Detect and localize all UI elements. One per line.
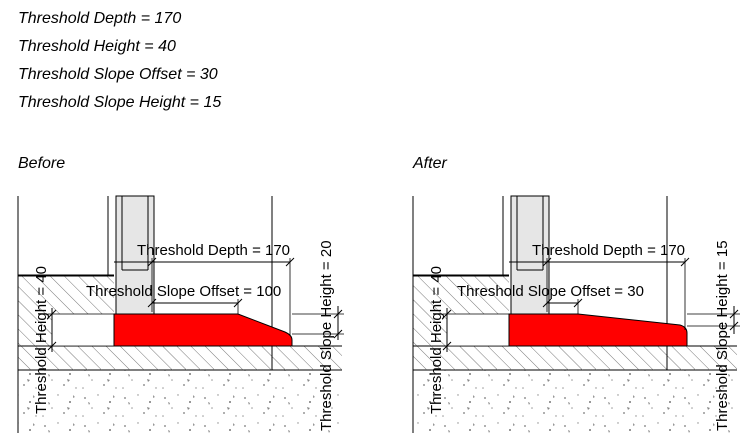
- after-height-dimension: Threshold Height = 40: [428, 266, 445, 414]
- before-caption: Before: [18, 155, 66, 172]
- param-threshold-slope-height: Threshold Slope Height = 15: [18, 94, 222, 111]
- after-caption: After: [413, 155, 447, 172]
- after-slope-offset-dimension: Threshold Slope Offset = 30: [457, 283, 644, 300]
- before-height-dimension: Threshold Height = 40: [33, 266, 50, 414]
- param-threshold-slope-offset: Threshold Slope Offset = 30: [18, 66, 218, 83]
- after-panel: Threshold Depth = 170 Threshold Slope Of…: [412, 195, 740, 433]
- before-panel: Threshold Depth = 170 Threshold Slope Of…: [17, 195, 344, 433]
- after-slope-height-dimension: Threshold Slope Height = 15: [714, 240, 731, 431]
- before-slope-height-dimension: Threshold Slope Height = 20: [318, 240, 335, 431]
- after-floor-slab: [413, 346, 737, 370]
- before-floor-slab: [18, 346, 342, 370]
- before-slope-offset-dimension: Threshold Slope Offset = 100: [86, 283, 281, 300]
- before-concrete-base: [18, 370, 342, 433]
- param-threshold-depth: Threshold Depth = 170: [18, 10, 182, 27]
- after-concrete-base: [413, 370, 737, 433]
- after-threshold: [508, 313, 688, 347]
- before-depth-dimension: Threshold Depth = 170: [137, 242, 290, 259]
- after-depth-dimension: Threshold Depth = 170: [532, 242, 685, 259]
- before-threshold: [113, 313, 293, 347]
- param-threshold-height: Threshold Height = 40: [18, 38, 176, 55]
